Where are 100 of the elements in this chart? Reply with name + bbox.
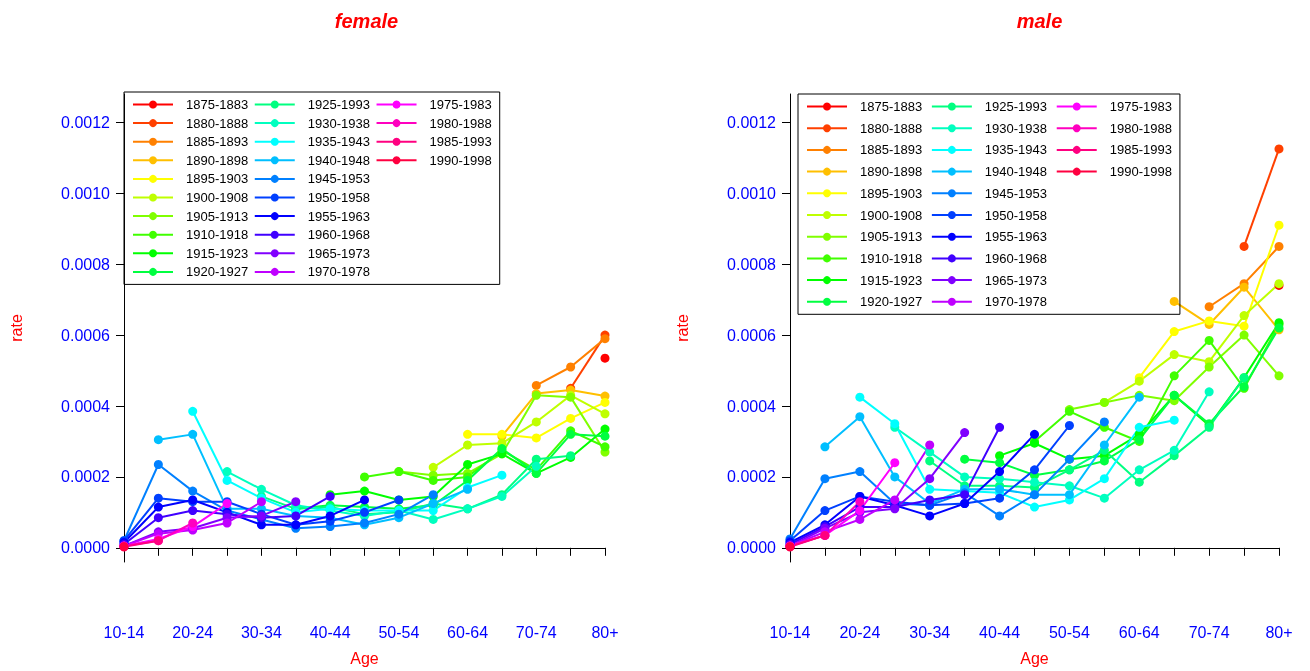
legend-label: 1970-1978 xyxy=(984,294,1048,310)
legend-label: 1895-1903 xyxy=(186,171,249,187)
point xyxy=(463,460,473,469)
point xyxy=(890,472,900,482)
point xyxy=(153,513,163,523)
point xyxy=(995,451,1005,461)
x-tick-label: 40-44 xyxy=(309,623,351,641)
point xyxy=(256,497,266,507)
legend-label: 1960-1968 xyxy=(984,250,1048,266)
legend-label: 1935-1943 xyxy=(984,142,1048,158)
legend-label: 1925-1993 xyxy=(984,99,1048,114)
point xyxy=(188,406,198,416)
point xyxy=(925,495,935,505)
point xyxy=(531,417,541,427)
chart-title: female xyxy=(334,10,399,32)
point xyxy=(1064,421,1074,430)
legend-label: 1875-1883 xyxy=(860,99,923,114)
point xyxy=(925,484,935,494)
legend-label: 1975-1983 xyxy=(1109,99,1172,114)
point xyxy=(1030,502,1039,512)
point xyxy=(222,518,232,528)
point xyxy=(820,474,830,484)
point xyxy=(463,440,473,450)
legend-label: 1910-1918 xyxy=(860,250,923,266)
y-tick-label: 0.0010 xyxy=(61,184,111,202)
y-tick-label: 0.0002 xyxy=(61,468,111,486)
point xyxy=(820,442,830,452)
legend-label: 1890-1898 xyxy=(186,152,249,168)
point xyxy=(855,497,865,507)
legend-label: 1880-1888 xyxy=(860,120,923,136)
legend-label: 1990-1998 xyxy=(429,152,492,168)
point xyxy=(566,362,576,372)
point xyxy=(1030,465,1039,475)
point xyxy=(600,442,610,452)
point xyxy=(463,429,473,439)
point xyxy=(531,380,541,390)
legend-label: 1915-1923 xyxy=(860,272,923,288)
legend-label: 1875-1883 xyxy=(186,97,249,112)
x-tick-label: 10-14 xyxy=(769,623,811,641)
legend-label: 1940-1948 xyxy=(307,152,370,168)
point xyxy=(222,475,232,485)
point xyxy=(1099,493,1109,503)
point xyxy=(1274,371,1284,381)
x-tick-label: 20-24 xyxy=(839,623,881,641)
x-tick-label: 30-34 xyxy=(909,623,951,641)
legend-label: 1905-1913 xyxy=(860,229,923,245)
point xyxy=(256,484,266,494)
point xyxy=(428,514,438,524)
point xyxy=(1169,350,1179,360)
point xyxy=(531,433,541,443)
y-tick-label: 0.0004 xyxy=(727,397,777,415)
y-tick-label: 0.0002 xyxy=(727,468,777,486)
legend-label: 1885-1893 xyxy=(860,142,923,158)
point xyxy=(153,435,163,445)
y-tick-label: 0.0008 xyxy=(61,255,111,273)
point xyxy=(855,514,865,524)
point xyxy=(1099,417,1109,427)
point xyxy=(1274,144,1284,154)
x-tick-label: 20-24 xyxy=(172,623,214,641)
point xyxy=(995,493,1005,503)
x-tick-label: 80+ xyxy=(591,623,619,641)
x-axis-title: Age xyxy=(1020,649,1049,667)
legend-label: 1980-1988 xyxy=(1109,120,1172,136)
x-tick-label: 70-74 xyxy=(515,623,557,641)
legend-label: 1940-1948 xyxy=(984,164,1048,180)
point xyxy=(600,353,610,363)
legend-label: 1950-1958 xyxy=(307,190,370,205)
legend-label: 1895-1903 xyxy=(860,185,923,201)
x-tick-label: 80+ xyxy=(1265,623,1293,641)
y-tick-label: 0.0012 xyxy=(727,113,777,131)
x-tick-label: 50-54 xyxy=(1048,623,1090,641)
legend-label: 1965-1973 xyxy=(984,272,1048,288)
point xyxy=(1274,241,1284,251)
y-tick-label: 0.0008 xyxy=(727,255,777,273)
legend-label: 1945-1953 xyxy=(307,171,370,187)
point xyxy=(188,506,198,516)
point xyxy=(360,486,369,496)
point xyxy=(995,458,1005,468)
legend-label: 1990-1998 xyxy=(1109,164,1172,180)
legend-label: 1985-1993 xyxy=(1109,142,1172,158)
x-tick-label: 50-54 xyxy=(378,623,420,641)
x-tick-label: 60-64 xyxy=(447,623,489,641)
point xyxy=(1239,311,1249,321)
y-axis-title: rate xyxy=(7,314,25,342)
point xyxy=(600,431,610,441)
y-axis-title: rate xyxy=(673,314,691,342)
y-tick-label: 0.0010 xyxy=(727,184,777,202)
point xyxy=(1204,302,1214,312)
point xyxy=(995,467,1005,477)
legend-label: 1920-1927 xyxy=(186,264,249,280)
legend-label: 1880-1888 xyxy=(186,115,249,131)
legend-label: 1955-1963 xyxy=(984,229,1048,245)
point xyxy=(428,462,438,472)
y-tick-label: 0.0006 xyxy=(61,326,111,344)
point xyxy=(1134,465,1144,475)
point xyxy=(222,467,232,477)
legend-label: 1885-1893 xyxy=(186,134,249,150)
x-tick-label: 30-34 xyxy=(240,623,282,641)
x-tick-label: 70-74 xyxy=(1188,623,1230,641)
point xyxy=(1169,327,1179,337)
